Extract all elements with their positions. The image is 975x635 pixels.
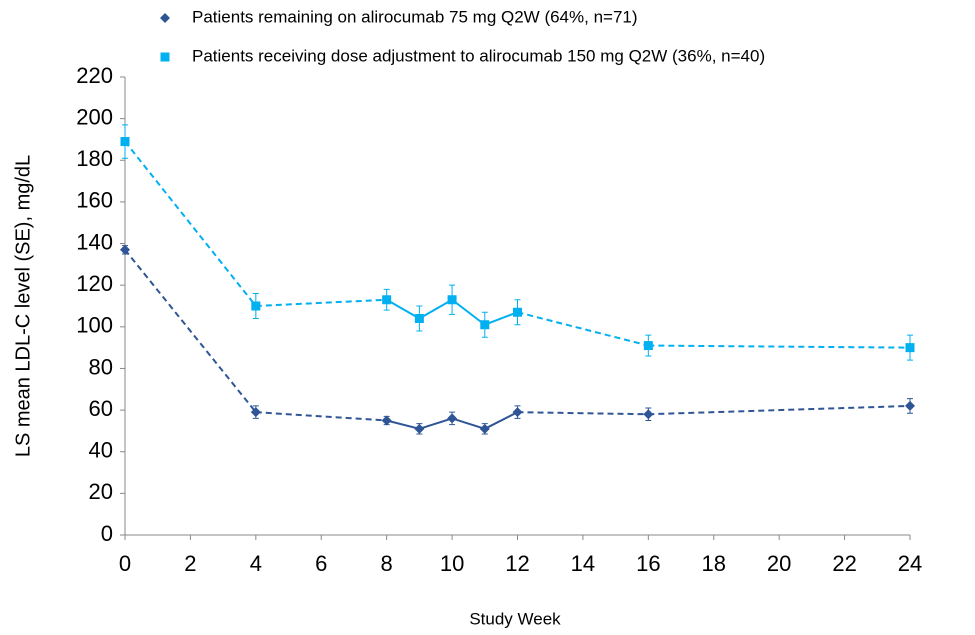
line-segment xyxy=(648,344,911,349)
x-tick-label: 4 xyxy=(250,551,262,576)
point xyxy=(120,137,130,147)
y-tick-label: 220 xyxy=(76,63,113,88)
point xyxy=(512,407,523,418)
line-segment xyxy=(517,311,649,347)
legend-marker xyxy=(160,13,170,23)
x-tick-label: 22 xyxy=(832,551,856,576)
y-tick-label: 140 xyxy=(76,229,113,254)
point xyxy=(381,415,392,426)
x-tick-label: 14 xyxy=(571,551,595,576)
x-tick-label: 8 xyxy=(381,551,393,576)
line-segment xyxy=(648,404,911,416)
point xyxy=(905,400,915,411)
y-tick-label: 200 xyxy=(76,104,113,129)
line-segment xyxy=(124,140,257,307)
point xyxy=(414,313,424,323)
y-axis-label: LS mean LDL-C level (SE), mg/dL xyxy=(12,155,34,457)
point xyxy=(480,320,490,330)
point xyxy=(382,295,392,305)
line-segment xyxy=(386,298,420,320)
y-tick-label: 60 xyxy=(89,396,113,421)
x-axis-label: Study Week xyxy=(469,609,561,628)
y-tick-label: 0 xyxy=(101,521,113,546)
legend-label: Patients receiving dose adjustment to al… xyxy=(192,46,765,65)
y-tick-label: 80 xyxy=(89,354,113,379)
line-segment xyxy=(255,298,387,307)
x-tick-label: 0 xyxy=(119,551,131,576)
point xyxy=(513,307,522,317)
y-tick-label: 160 xyxy=(76,188,113,213)
y-tick-label: 120 xyxy=(76,271,113,296)
y-tick-label: 180 xyxy=(76,146,113,171)
x-tick-label: 24 xyxy=(898,551,922,576)
line-segment xyxy=(451,417,486,430)
legend-marker xyxy=(160,52,170,62)
line-segment xyxy=(517,411,649,416)
x-tick-label: 10 xyxy=(440,551,464,576)
x-tick-label: 18 xyxy=(702,551,726,576)
point xyxy=(643,341,653,351)
line-segment xyxy=(386,419,420,430)
point xyxy=(643,409,654,420)
point xyxy=(447,295,457,305)
legend-label: Patients remaining on alirocumab 75 mg Q… xyxy=(192,7,638,26)
x-tick-label: 2 xyxy=(184,551,196,576)
x-tick-label: 20 xyxy=(767,551,791,576)
line-segment xyxy=(484,411,518,430)
point xyxy=(251,301,261,311)
y-tick-label: 100 xyxy=(76,313,113,338)
point xyxy=(447,413,458,424)
point xyxy=(120,244,130,255)
point xyxy=(905,343,915,353)
y-tick-label: 20 xyxy=(89,479,113,504)
line-segment xyxy=(255,411,387,422)
y-tick-label: 40 xyxy=(89,438,113,463)
x-tick-label: 6 xyxy=(315,551,327,576)
point xyxy=(250,407,261,418)
x-tick-label: 12 xyxy=(505,551,529,576)
line-segment xyxy=(451,298,486,326)
line-segment xyxy=(419,417,453,430)
x-tick-label: 16 xyxy=(636,551,660,576)
line-segment xyxy=(124,249,257,413)
point xyxy=(479,423,490,434)
line-segment xyxy=(418,298,453,320)
line-segment xyxy=(484,311,518,326)
point xyxy=(414,423,425,434)
